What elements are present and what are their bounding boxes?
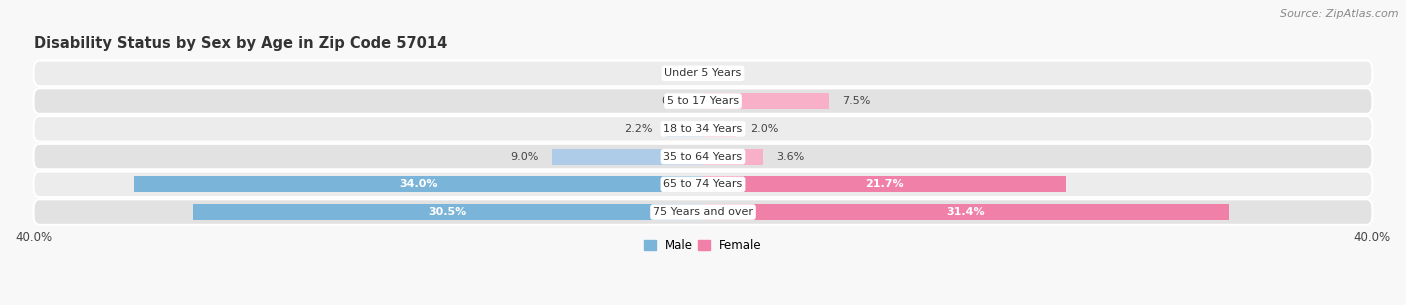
Bar: [193, 204, 703, 220]
FancyBboxPatch shape: [34, 116, 1372, 142]
Text: 35 to 64 Years: 35 to 64 Years: [664, 152, 742, 162]
Text: 9.0%: 9.0%: [510, 152, 538, 162]
FancyBboxPatch shape: [34, 199, 1372, 225]
Text: 0.0%: 0.0%: [661, 96, 689, 106]
Bar: [666, 121, 703, 137]
Text: 2.2%: 2.2%: [624, 124, 652, 134]
FancyBboxPatch shape: [34, 144, 1372, 169]
Text: 0.0%: 0.0%: [661, 68, 689, 78]
Bar: [703, 121, 737, 137]
Text: 34.0%: 34.0%: [399, 179, 437, 189]
Text: Disability Status by Sex by Age in Zip Code 57014: Disability Status by Sex by Age in Zip C…: [34, 36, 447, 51]
Text: 75 Years and over: 75 Years and over: [652, 207, 754, 217]
Bar: [553, 149, 703, 165]
Bar: [703, 176, 1066, 192]
FancyBboxPatch shape: [34, 88, 1372, 114]
Text: 31.4%: 31.4%: [946, 207, 986, 217]
Text: 7.5%: 7.5%: [842, 96, 870, 106]
Text: 21.7%: 21.7%: [865, 179, 904, 189]
Bar: [703, 149, 763, 165]
Bar: [134, 176, 703, 192]
Text: Under 5 Years: Under 5 Years: [665, 68, 741, 78]
Text: 3.6%: 3.6%: [776, 152, 804, 162]
Bar: [703, 204, 1229, 220]
Text: 30.5%: 30.5%: [429, 207, 467, 217]
Text: 0.0%: 0.0%: [717, 68, 745, 78]
FancyBboxPatch shape: [34, 171, 1372, 197]
Text: 65 to 74 Years: 65 to 74 Years: [664, 179, 742, 189]
Text: 5 to 17 Years: 5 to 17 Years: [666, 96, 740, 106]
Text: 18 to 34 Years: 18 to 34 Years: [664, 124, 742, 134]
FancyBboxPatch shape: [34, 61, 1372, 86]
Bar: [703, 93, 828, 109]
Legend: Male, Female: Male, Female: [640, 234, 766, 257]
Text: Source: ZipAtlas.com: Source: ZipAtlas.com: [1281, 9, 1399, 19]
Text: 2.0%: 2.0%: [749, 124, 779, 134]
